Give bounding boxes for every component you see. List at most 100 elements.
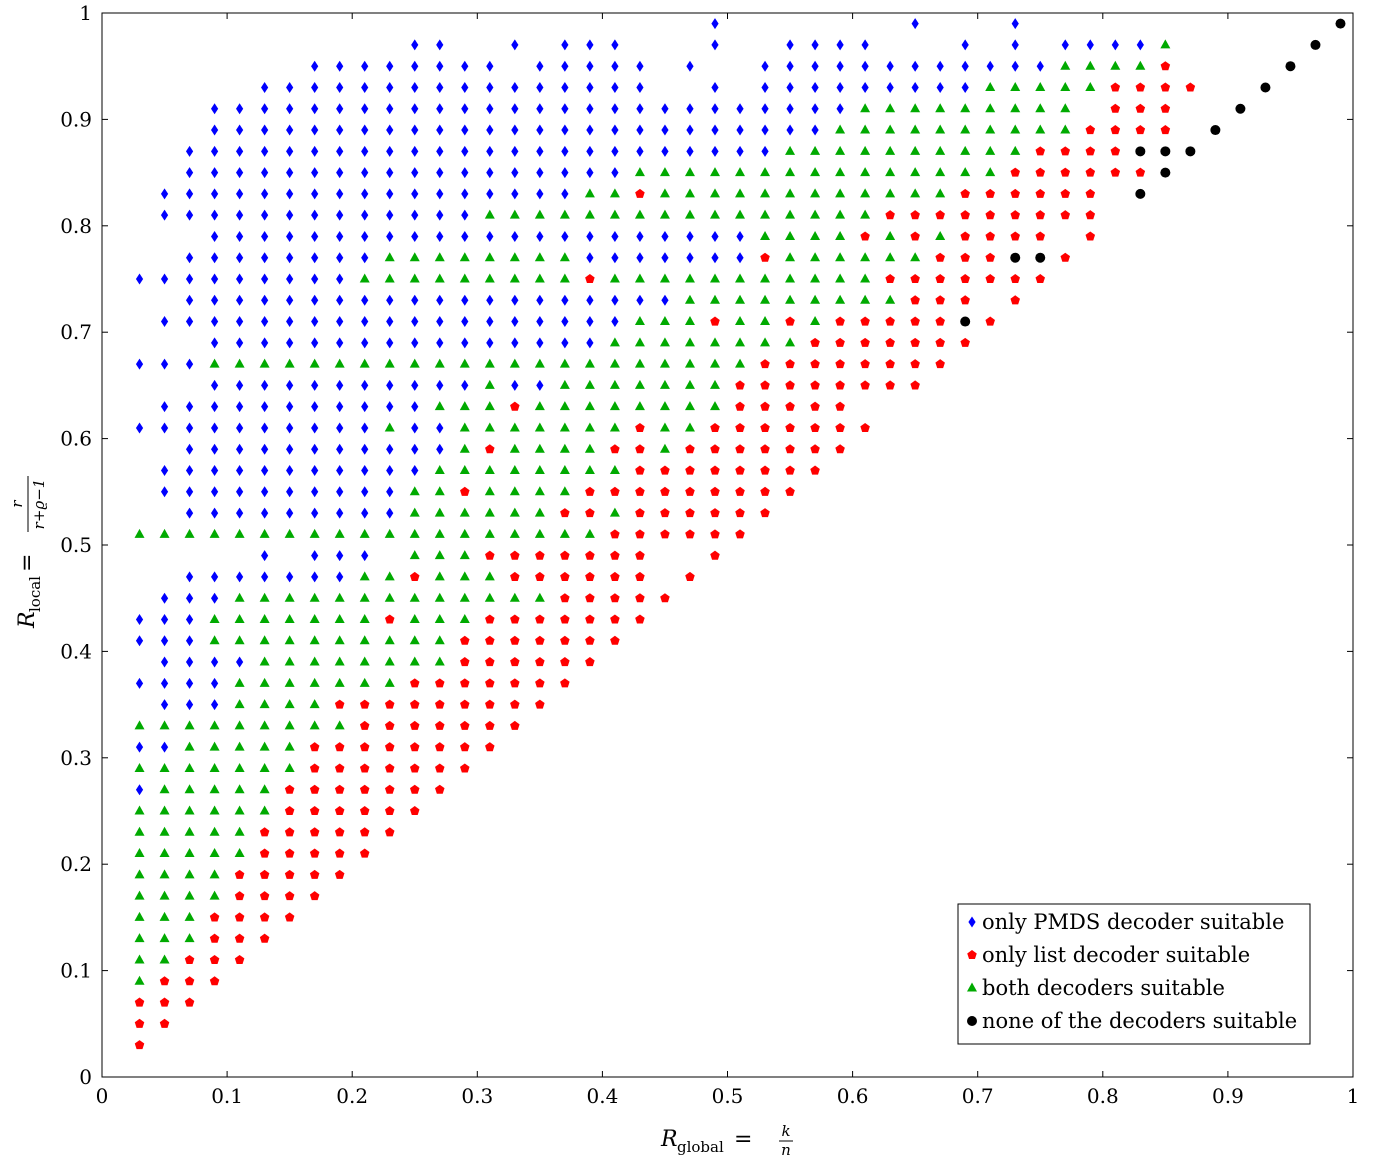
x-axis-label: R global = k n [660,1122,793,1159]
data-point-diamond [210,571,219,583]
data-point-diamond [386,209,394,221]
data-point-diamond [486,60,494,72]
data-point-diamond [361,145,369,157]
data-point-pentagon [635,529,645,539]
data-point-triangle [184,848,195,858]
data-point-pentagon [1010,274,1020,284]
data-point-diamond [160,188,169,200]
data-point-triangle [659,209,670,219]
data-point-pentagon [835,316,845,326]
data-point-pentagon [560,508,570,518]
data-point-triangle [409,358,420,368]
data-point-triangle [559,465,570,475]
data-point-diamond [411,188,419,200]
data-point-diamond [611,230,619,242]
data-point-triangle [434,465,445,475]
data-point-pentagon [234,912,245,922]
data-point-diamond [1036,60,1044,72]
data-point-diamond [761,145,769,157]
data-point-pentagon [284,891,295,901]
data-point-diamond [160,635,169,647]
data-point-pentagon [334,763,345,773]
data-point-triangle [384,252,395,262]
data-point-diamond [661,145,669,157]
data-point-diamond [486,145,494,157]
data-point-pentagon [309,848,320,858]
data-point-pentagon [910,359,920,369]
data-point-diamond [236,316,244,328]
data-point-diamond [286,337,294,349]
data-point-diamond [886,60,894,72]
data-point-triangle [760,294,771,304]
data-point-pentagon [334,699,345,709]
data-point-diamond [386,507,394,519]
data-point-pentagon [635,422,645,433]
data-point-pentagon [259,827,270,837]
data-point-diamond [135,273,144,285]
data-point-triangle [684,294,695,304]
x-tick-label: 0.1 [211,1084,243,1108]
data-point-pentagon [359,848,370,858]
data-point-diamond [286,422,294,434]
data-point-diamond [611,60,619,72]
data-point-triangle [1060,103,1071,113]
data-point-diamond [436,294,444,306]
data-point-triangle [184,720,195,730]
data-point-diamond [286,401,294,413]
data-point-diamond [286,81,294,93]
data-point-diamond [286,103,294,115]
data-point-pentagon [735,508,745,518]
data-point-diamond [961,39,969,51]
data-point-diamond [336,124,344,136]
data-point-diamond [461,124,469,136]
y-axis-label-den: r+ϱ−1 [30,479,48,530]
data-point-diamond [486,316,494,328]
data-point-diamond [536,230,544,242]
data-point-pentagon [635,465,645,475]
data-point-triangle [835,230,846,240]
data-point-triangle [534,443,545,453]
data-point-pentagon [209,954,220,965]
data-point-pentagon [960,231,970,241]
data-point-pentagon [785,401,795,411]
data-point-triangle [334,656,345,666]
data-point-triangle [359,613,370,623]
data-point-diamond [210,316,219,328]
data-point-pentagon [810,380,820,390]
data-point-pentagon [1135,167,1146,177]
data-point-pentagon [435,699,445,709]
data-point-pentagon [535,550,545,560]
data-point-triangle [735,294,746,304]
data-point-triangle [785,252,796,262]
x-tick-label: 0.8 [1087,1084,1119,1108]
data-point-diamond [586,124,594,136]
data-point-diamond [311,465,319,477]
data-point-triangle [234,677,245,687]
data-point-diamond [361,81,369,93]
data-point-diamond [286,443,294,455]
data-point-triangle [134,954,145,964]
data-point-triangle [334,720,345,730]
data-point-triangle [484,422,495,432]
data-point-pentagon [760,422,770,433]
data-point-pentagon [435,784,445,794]
data-point-diamond [361,465,369,477]
data-point-diamond [461,167,469,179]
data-point-triangle [209,635,220,645]
data-point-pentagon [209,976,220,986]
data-point-triangle [209,613,220,623]
data-point-pentagon [134,1040,145,1050]
data-point-triangle [584,379,595,389]
data-point-diamond [336,379,344,391]
data-point-triangle [810,167,821,177]
data-point-triangle [134,720,145,730]
data-point-diamond [586,167,594,179]
data-point-pentagon [1035,210,1046,220]
data-point-triangle [860,188,871,198]
data-point-pentagon [409,806,420,816]
data-point-pentagon [1135,82,1146,92]
data-point-triangle [459,507,470,517]
data-point-diamond [336,103,344,115]
data-point-triangle [409,550,420,560]
data-point-triangle [259,699,270,709]
